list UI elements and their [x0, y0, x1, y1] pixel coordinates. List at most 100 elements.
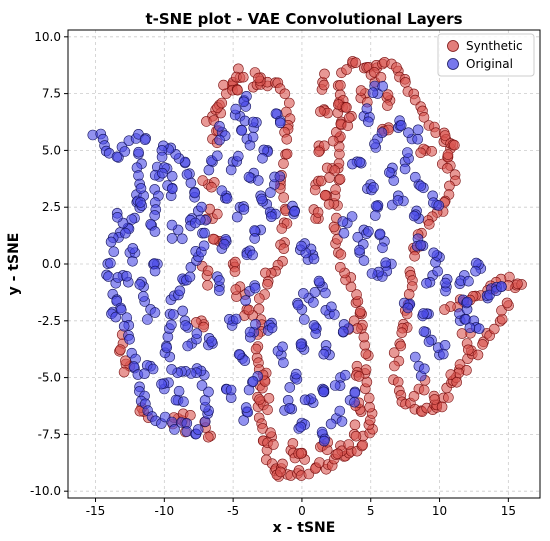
original-point [368, 182, 379, 193]
synthetic-point [197, 175, 208, 186]
original-point [362, 116, 374, 128]
synthetic-point [382, 100, 393, 111]
original-point [230, 313, 242, 325]
original-point [432, 265, 444, 277]
original-point [181, 426, 193, 437]
synthetic-point [262, 404, 273, 416]
synthetic-point [449, 139, 460, 151]
synthetic-point [429, 394, 441, 405]
synthetic-point [451, 376, 463, 388]
synthetic-point [315, 106, 326, 117]
original-point [369, 138, 380, 150]
synthetic-point [396, 327, 408, 339]
original-point [169, 424, 180, 435]
original-point [116, 304, 127, 316]
original-point [440, 277, 451, 289]
synthetic-point [353, 371, 365, 382]
y-axis-label: y - tSNE [6, 233, 22, 296]
original-point [168, 309, 179, 320]
original-point [203, 164, 215, 176]
legend: Synthetic Original [437, 33, 535, 77]
original-point [392, 195, 404, 206]
synthetic-point [212, 208, 223, 220]
original-point [112, 272, 124, 283]
y-tick-label: 0.0 [42, 257, 61, 271]
series-original [87, 80, 507, 447]
synthetic-point [279, 88, 291, 100]
original-point [147, 363, 159, 375]
synthetic-point [472, 349, 484, 361]
original-point [374, 228, 386, 240]
original-point [247, 249, 258, 261]
original-point [177, 305, 188, 317]
synthetic-point [276, 223, 288, 234]
original-point [376, 127, 388, 138]
synthetic-point [118, 366, 130, 378]
synthetic-point [202, 265, 214, 277]
synthetic-point [501, 297, 513, 309]
series-synthetic [114, 56, 527, 482]
synthetic-point [439, 130, 451, 141]
synthetic-point [436, 401, 448, 413]
original-point [247, 376, 259, 387]
y-tick-label: -2.5 [38, 314, 61, 328]
synthetic-point [253, 72, 264, 84]
original-point [257, 153, 268, 164]
original-point [403, 127, 414, 138]
original-point [470, 265, 481, 277]
y-tick-label: -10.0 [30, 484, 61, 498]
synthetic-point [278, 192, 290, 203]
original-point [295, 338, 307, 350]
original-point [266, 322, 278, 334]
synthetic-point [263, 392, 275, 404]
synthetic-point [203, 431, 214, 443]
original-point [112, 212, 123, 223]
synthetic-point [319, 190, 331, 201]
x-tick-label: 15 [501, 504, 516, 518]
synthetic-point [295, 448, 307, 459]
synthetic-point [400, 77, 411, 88]
synthetic-point [309, 184, 321, 196]
original-point [318, 348, 330, 360]
original-point [138, 291, 149, 302]
synthetic-point [343, 112, 355, 124]
synthetic-point [418, 384, 430, 396]
original-point [247, 131, 259, 143]
original-point [181, 169, 193, 180]
synthetic-point [275, 466, 286, 478]
original-point [437, 348, 449, 360]
synthetic-point [216, 97, 228, 109]
original-point [308, 297, 319, 308]
original-point [325, 418, 337, 430]
original-point [121, 270, 132, 282]
original-point [421, 277, 432, 289]
synthetic-point [488, 323, 500, 335]
original-point [366, 268, 378, 279]
plot-frame [67, 29, 541, 499]
original-point [216, 185, 228, 196]
x-tick-label: -5 [227, 504, 239, 518]
synthetic-point [206, 181, 217, 193]
original-point [157, 167, 168, 179]
synthetic-point [343, 439, 355, 450]
original-point [318, 435, 330, 447]
original-point [133, 146, 144, 158]
axis-ticks: -15 -10 -5 0 5 10 15 -10.0 -7.5 -5.0 -2.5 0.0 2.5 5.0… [30, 30, 516, 518]
synthetic-point [391, 62, 402, 73]
original-point [149, 210, 160, 221]
original-point [180, 320, 191, 331]
synthetic-point [443, 392, 454, 403]
original-point [337, 216, 349, 227]
original-point [191, 328, 203, 339]
synthetic-point [265, 427, 276, 439]
original-point [127, 243, 139, 254]
synthetic-point [392, 376, 404, 388]
original-point [388, 175, 400, 186]
original-point [318, 386, 329, 398]
original-point [409, 351, 421, 363]
synthetic-point [281, 148, 293, 160]
synthetic-point [363, 392, 375, 404]
x-tick-label: -10 [155, 504, 175, 518]
y-tick-label: 5.0 [42, 143, 61, 157]
synthetic-point [268, 439, 279, 450]
